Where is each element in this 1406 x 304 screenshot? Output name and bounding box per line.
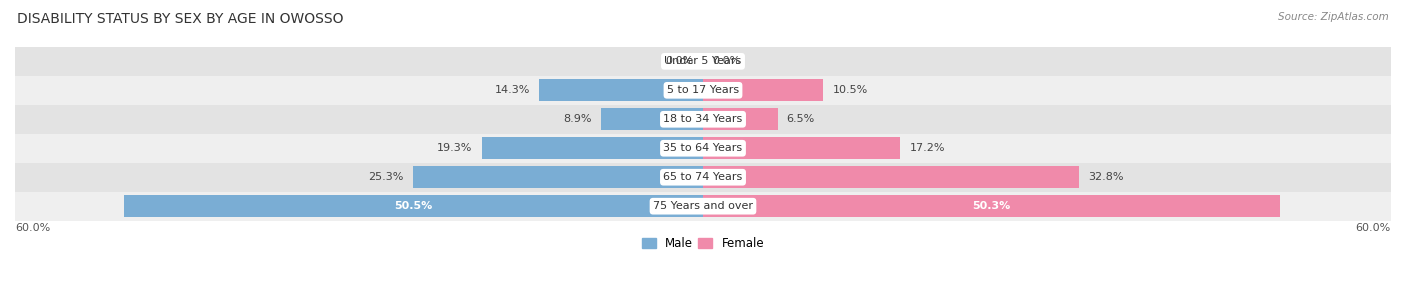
Bar [15, 105, 1391, 134]
Bar [124, 195, 703, 217]
Text: 60.0%: 60.0% [15, 223, 51, 233]
Bar [703, 109, 778, 130]
Bar [703, 79, 824, 101]
Text: 14.3%: 14.3% [495, 85, 530, 95]
Bar [538, 79, 703, 101]
Text: 50.5%: 50.5% [394, 201, 433, 211]
Text: 60.0%: 60.0% [1355, 223, 1391, 233]
Bar [703, 166, 1080, 188]
Text: 32.8%: 32.8% [1088, 172, 1123, 182]
Text: 6.5%: 6.5% [787, 114, 815, 124]
Legend: Male, Female: Male, Female [637, 233, 769, 255]
Text: Source: ZipAtlas.com: Source: ZipAtlas.com [1278, 12, 1389, 22]
Text: 0.0%: 0.0% [665, 56, 693, 66]
Text: 10.5%: 10.5% [832, 85, 868, 95]
Bar [15, 163, 1391, 192]
Text: 17.2%: 17.2% [910, 143, 945, 153]
Text: 8.9%: 8.9% [564, 114, 592, 124]
Text: 35 to 64 Years: 35 to 64 Years [664, 143, 742, 153]
Text: 0.0%: 0.0% [713, 56, 741, 66]
Text: Under 5 Years: Under 5 Years [665, 56, 741, 66]
Bar [482, 137, 703, 159]
Text: 5 to 17 Years: 5 to 17 Years [666, 85, 740, 95]
Bar [15, 134, 1391, 163]
Bar [15, 47, 1391, 76]
Text: 19.3%: 19.3% [437, 143, 472, 153]
Bar [703, 137, 900, 159]
Bar [703, 195, 1279, 217]
Text: DISABILITY STATUS BY SEX BY AGE IN OWOSSO: DISABILITY STATUS BY SEX BY AGE IN OWOSS… [17, 12, 343, 26]
Bar [600, 109, 703, 130]
Text: 75 Years and over: 75 Years and over [652, 201, 754, 211]
Text: 25.3%: 25.3% [368, 172, 404, 182]
Bar [413, 166, 703, 188]
Bar [15, 76, 1391, 105]
Bar [15, 192, 1391, 221]
Text: 18 to 34 Years: 18 to 34 Years [664, 114, 742, 124]
Text: 50.3%: 50.3% [973, 201, 1011, 211]
Text: 65 to 74 Years: 65 to 74 Years [664, 172, 742, 182]
